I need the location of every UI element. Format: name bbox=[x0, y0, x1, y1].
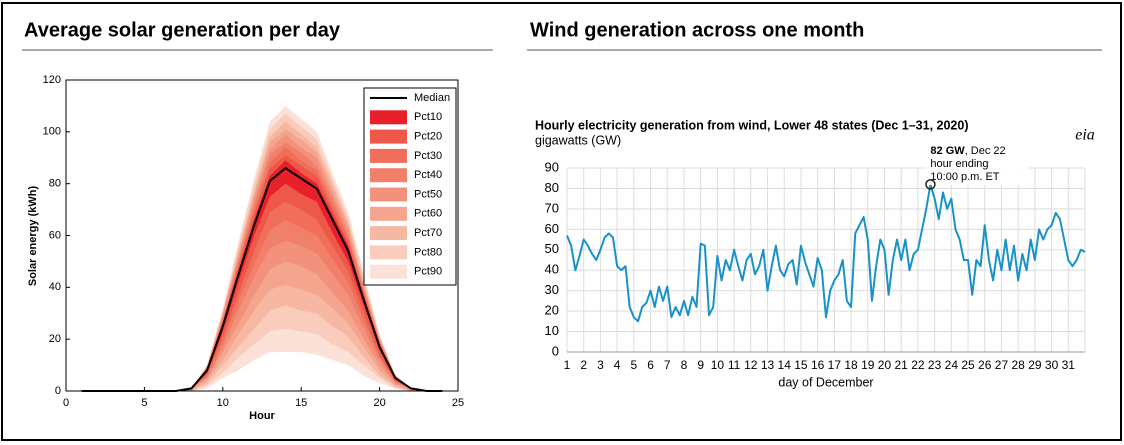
x-tick-label: 2 bbox=[580, 358, 587, 372]
y-tick-label: 120 bbox=[43, 74, 61, 86]
annotation-date: , Dec 22 bbox=[965, 145, 1006, 157]
legend-swatch bbox=[370, 264, 407, 279]
x-tick-label: 20 bbox=[373, 397, 385, 409]
x-tick-label: 26 bbox=[978, 358, 992, 372]
panel-title: Wind generation across one month bbox=[530, 19, 864, 41]
x-tick-label: 20 bbox=[878, 358, 892, 372]
y-tick-label: 90 bbox=[545, 159, 559, 174]
legend-swatch bbox=[370, 226, 407, 241]
y-tick-label: 80 bbox=[545, 180, 559, 195]
y-tick-label: 60 bbox=[545, 221, 559, 236]
legend-label: Median bbox=[414, 92, 450, 104]
logo: eia bbox=[1075, 127, 1095, 144]
legend-label: Pct10 bbox=[414, 111, 442, 123]
x-tick-label: 11 bbox=[728, 358, 741, 372]
legend-label: Pct30 bbox=[414, 150, 442, 162]
legend-label: Pct80 bbox=[414, 246, 442, 258]
annotation: hour ending bbox=[930, 158, 988, 170]
x-tick-label: 18 bbox=[844, 358, 858, 372]
x-tick-label: 29 bbox=[1028, 358, 1042, 372]
x-tick-label: 19 bbox=[861, 358, 875, 372]
y-tick-label: 70 bbox=[545, 200, 559, 215]
x-tick-label: 24 bbox=[945, 358, 959, 372]
x-tick-label: 27 bbox=[995, 358, 1009, 372]
x-tick-label: 25 bbox=[452, 397, 464, 409]
y-tick-label: 20 bbox=[49, 333, 61, 345]
x-tick-label: 15 bbox=[794, 358, 808, 372]
x-tick-label: 10 bbox=[711, 358, 725, 372]
x-tick-label: 4 bbox=[614, 358, 621, 372]
annotation-value: 82 GW bbox=[930, 145, 965, 157]
y-tick-label: 40 bbox=[545, 262, 559, 277]
legend-label: Pct50 bbox=[414, 188, 442, 200]
y-tick-label: 50 bbox=[545, 241, 559, 256]
y-tick-label: 100 bbox=[43, 126, 61, 138]
legend-swatch bbox=[370, 187, 407, 202]
x-axis-label: Hour bbox=[249, 410, 275, 422]
x-tick-label: 21 bbox=[895, 358, 909, 372]
x-axis-label: day of December bbox=[778, 375, 873, 389]
legend-swatch bbox=[370, 110, 407, 125]
legend-label: Pct40 bbox=[414, 169, 442, 181]
legend-label: Pct70 bbox=[414, 227, 442, 239]
y-tick-label: 0 bbox=[55, 385, 61, 397]
legend-swatch bbox=[370, 129, 407, 144]
legend-label: Pct20 bbox=[414, 131, 442, 143]
legend-swatch bbox=[370, 148, 407, 163]
y-tick-label: 80 bbox=[49, 178, 61, 190]
annotation-bg bbox=[926, 143, 1029, 185]
x-tick-label: 31 bbox=[1062, 358, 1076, 372]
x-tick-label: 5 bbox=[630, 358, 637, 372]
legend-label: Pct90 bbox=[414, 266, 442, 278]
x-tick-label: 16 bbox=[811, 358, 825, 372]
y-tick-label: 0 bbox=[552, 343, 559, 358]
legend-swatch bbox=[370, 206, 407, 221]
legend-swatch bbox=[370, 168, 407, 183]
y-tick-label: 60 bbox=[49, 229, 61, 241]
x-tick-label: 30 bbox=[1045, 358, 1059, 372]
x-tick-label: 13 bbox=[761, 358, 775, 372]
x-tick-label: 28 bbox=[1011, 358, 1025, 372]
x-tick-label: 23 bbox=[928, 358, 942, 372]
legend-label: Pct60 bbox=[414, 208, 442, 220]
x-tick-label: 6 bbox=[647, 358, 654, 372]
y-axis-label: Solar energy (kWh) bbox=[27, 186, 39, 287]
annotation: 82 GW, Dec 22 bbox=[930, 145, 1005, 157]
x-tick-label: 22 bbox=[911, 358, 925, 372]
chart-subtitle: gigawatts (GW) bbox=[535, 133, 621, 147]
highlight-marker bbox=[925, 179, 936, 190]
y-tick-label: 30 bbox=[545, 282, 559, 297]
x-tick-label: 3 bbox=[597, 358, 604, 372]
x-tick-label: 7 bbox=[664, 358, 671, 372]
x-tick-label: 17 bbox=[828, 358, 842, 372]
x-tick-label: 8 bbox=[681, 358, 688, 372]
x-tick-label: 5 bbox=[141, 397, 147, 409]
y-tick-label: 40 bbox=[49, 281, 61, 293]
annotation: 10:00 p.m. ET bbox=[930, 171, 999, 183]
percentile-band bbox=[81, 160, 443, 391]
chart-title: Hourly electricity generation from wind,… bbox=[535, 118, 969, 132]
wind-line bbox=[566, 183, 1086, 323]
x-tick-label: 15 bbox=[295, 397, 307, 409]
x-tick-label: 10 bbox=[217, 397, 229, 409]
y-tick-label: 10 bbox=[545, 323, 559, 338]
x-tick-label: 1 bbox=[564, 358, 571, 372]
y-tick-label: 20 bbox=[545, 303, 559, 318]
x-tick-label: 25 bbox=[961, 358, 975, 372]
panel-title: Average solar generation per day bbox=[24, 19, 341, 41]
legend-swatch bbox=[370, 245, 407, 260]
percentile-band bbox=[81, 134, 443, 392]
x-tick-label: 14 bbox=[778, 358, 792, 372]
x-tick-label: 12 bbox=[744, 358, 758, 372]
x-tick-label: 9 bbox=[697, 358, 704, 372]
x-tick-label: 0 bbox=[63, 397, 69, 409]
